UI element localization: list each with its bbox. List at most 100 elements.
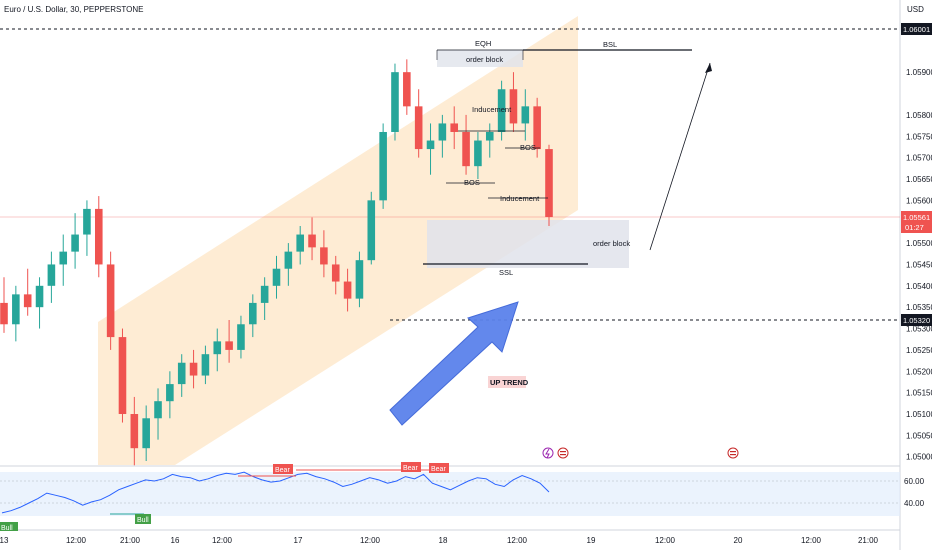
bos-label-2: BOS bbox=[520, 143, 536, 152]
candle-body bbox=[545, 149, 553, 218]
candle-body bbox=[403, 72, 411, 107]
candle-body bbox=[296, 234, 304, 252]
osc-bear-tag-2: Bear bbox=[401, 462, 421, 472]
candle-body bbox=[485, 131, 494, 141]
candle-body bbox=[414, 106, 423, 150]
candle-body bbox=[474, 140, 482, 167]
candle-body bbox=[201, 354, 210, 376]
candle-body bbox=[320, 247, 328, 265]
eqh-label: EQH bbox=[475, 39, 491, 48]
ssl-label: SSL bbox=[499, 268, 513, 277]
svg-text:Bear: Bear bbox=[275, 467, 290, 474]
candle-body bbox=[237, 324, 245, 350]
candle-body bbox=[426, 140, 435, 150]
candle-body bbox=[438, 123, 447, 141]
price-axis-tick: 1.05700 bbox=[906, 154, 932, 163]
oscillator-band bbox=[0, 472, 900, 516]
candle-body bbox=[533, 106, 541, 150]
candle-body bbox=[94, 208, 103, 265]
price-tag-bottom: 1.05320 bbox=[901, 314, 932, 326]
symbol-title[interactable]: Euro / U.S. Dollar, 30, PEPPERSTONE bbox=[4, 5, 143, 14]
candle-body bbox=[462, 131, 470, 167]
up-trend-big-arrow bbox=[389, 301, 519, 426]
time-axis-label: 12:00 bbox=[507, 536, 528, 545]
candle-body bbox=[166, 384, 174, 402]
candle-body bbox=[260, 285, 269, 303]
candle-body bbox=[142, 418, 150, 449]
inducement-label-1: Inducement bbox=[472, 105, 512, 114]
candle-body bbox=[83, 208, 91, 235]
time-axis-label: 12:00 bbox=[360, 536, 381, 545]
candle-body bbox=[367, 200, 376, 261]
currency-label[interactable]: USD bbox=[907, 5, 924, 14]
oscillator-line bbox=[1, 471, 550, 514]
candle-body bbox=[331, 264, 340, 282]
candle-body bbox=[71, 234, 79, 252]
time-axis-label: 20 bbox=[734, 536, 743, 545]
price-axis-tick: 1.05400 bbox=[906, 282, 932, 291]
candle-body bbox=[213, 341, 222, 355]
candle-body bbox=[521, 106, 530, 124]
svg-text:1.06001: 1.06001 bbox=[903, 25, 930, 34]
candle-body bbox=[450, 123, 459, 132]
price-axis-tick: 1.05800 bbox=[906, 111, 932, 120]
candle-body bbox=[177, 362, 186, 385]
svg-text:Bear: Bear bbox=[431, 466, 446, 473]
price-axis-tick: 1.05200 bbox=[906, 367, 932, 376]
projection-arrow bbox=[649, 62, 711, 251]
price-axis-tick: 1.05450 bbox=[906, 260, 932, 269]
time-axis-label: 12:00 bbox=[212, 536, 233, 545]
price-axis-tick: 1.05350 bbox=[906, 303, 932, 312]
candle-body bbox=[154, 401, 162, 419]
inducement-label-2: Inducement bbox=[500, 194, 540, 203]
osc-bull-tag-1: Bull bbox=[135, 514, 151, 524]
price-axis-tick: 1.05150 bbox=[906, 389, 932, 398]
time-axis-label: 21:00 bbox=[858, 536, 879, 545]
candle-body bbox=[509, 89, 518, 124]
price-axis-tick: 1.05100 bbox=[906, 410, 932, 419]
event-flash-icon[interactable] bbox=[542, 447, 554, 459]
candle-body bbox=[284, 251, 293, 269]
candle-body bbox=[391, 72, 399, 132]
time-axis-label: 12:00 bbox=[801, 536, 822, 545]
price-axis-tick: 1.05000 bbox=[906, 453, 932, 462]
price-axis-tick: 1.05050 bbox=[906, 431, 932, 440]
candle-body bbox=[225, 341, 233, 350]
candle-body bbox=[272, 268, 281, 286]
osc-axis-40: 40.00 bbox=[904, 499, 925, 508]
candle-body bbox=[23, 294, 32, 308]
event-us-flag-icon-2[interactable] bbox=[727, 447, 739, 459]
price-axis-tick: 1.05500 bbox=[906, 239, 932, 248]
order-block-bottom-zone bbox=[427, 220, 629, 268]
time-axis-label: 12:00 bbox=[66, 536, 87, 545]
osc-axis-60: 60.00 bbox=[904, 477, 925, 486]
bsl-label: BSL bbox=[603, 40, 617, 49]
candle-body bbox=[379, 131, 387, 201]
candle-body bbox=[355, 260, 364, 299]
svg-text:1.05561: 1.05561 bbox=[903, 213, 930, 222]
candle-body bbox=[130, 414, 139, 449]
svg-text:Bear: Bear bbox=[403, 465, 418, 472]
candle-body bbox=[12, 294, 20, 325]
candle-body bbox=[0, 302, 8, 325]
time-axis[interactable]: 13 12:00 21:00 16 12:00 17 12:00 18 12:00 19 12:00… bbox=[0, 536, 879, 545]
svg-text:1.05320: 1.05320 bbox=[903, 316, 930, 325]
order-block-top-label: order block bbox=[466, 55, 503, 64]
price-axis-tick: 1.05600 bbox=[906, 196, 932, 205]
event-us-flag-icon[interactable] bbox=[557, 447, 569, 459]
time-axis-label: 21:00 bbox=[120, 536, 141, 545]
price-axis-tick: 1.05300 bbox=[906, 325, 932, 334]
time-axis-label: 17 bbox=[294, 536, 303, 545]
price-axis-tick: 1.05650 bbox=[906, 175, 932, 184]
price-axis-tick: 1.05900 bbox=[906, 68, 932, 77]
osc-bull-tag-2: Bull bbox=[0, 522, 18, 532]
up-trend-label: UP TREND bbox=[490, 378, 529, 387]
candle-body bbox=[118, 337, 127, 415]
svg-text:Bull: Bull bbox=[1, 525, 13, 532]
osc-bear-tag-1: Bear bbox=[273, 464, 293, 474]
price-tag-current: 1.05561 01:27 bbox=[901, 211, 932, 233]
candle-body bbox=[249, 302, 257, 325]
candle-body bbox=[35, 285, 44, 308]
price-axis[interactable]: 1.05900 1.05800 1.05750 1.05700 1.05650 1.056… bbox=[906, 68, 932, 462]
